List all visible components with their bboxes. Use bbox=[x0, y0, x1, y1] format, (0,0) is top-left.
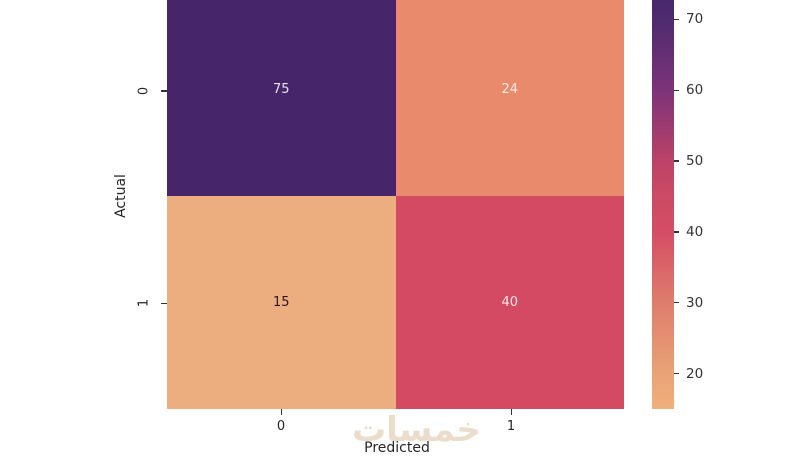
colorbar-tick-mark bbox=[674, 18, 679, 21]
x-tick-mark-1 bbox=[510, 409, 512, 415]
heatmap-cell-r0c1: 24 bbox=[395, 0, 624, 196]
colorbar-tick-label: 60 bbox=[686, 82, 704, 99]
colorbar-tick-label: 50 bbox=[686, 153, 704, 170]
colorbar-tick-label: 20 bbox=[686, 365, 704, 382]
heatmap-cell-r0c0: 75 bbox=[167, 0, 396, 196]
colorbar-tick-mark bbox=[674, 231, 679, 233]
colorbar-tick-mark bbox=[674, 89, 679, 91]
x-tick-mark-0 bbox=[280, 409, 282, 415]
y-tick-mark-1 bbox=[161, 302, 167, 304]
khamsat-watermark: خمسات bbox=[352, 410, 481, 450]
x-tick-label-1: 1 bbox=[506, 419, 516, 434]
colorbar-tick-label: 40 bbox=[686, 223, 704, 240]
y-tick-label-0: 0 bbox=[136, 86, 152, 96]
heatmap-grid: 75 24 15 40 bbox=[167, 0, 624, 409]
x-tick-label-0: 0 bbox=[276, 419, 286, 434]
y-axis-label: Actual bbox=[113, 174, 129, 218]
colorbar-tick-mark bbox=[674, 160, 679, 162]
colorbar-tick-label: 70 bbox=[686, 11, 704, 28]
x-axis-label: Predicted bbox=[364, 440, 430, 456]
colorbar-tick-mark bbox=[674, 302, 679, 304]
colorbar-tick-label: 30 bbox=[686, 294, 704, 311]
y-tick-mark-0 bbox=[161, 90, 167, 92]
colorbar-tick-mark bbox=[674, 372, 679, 375]
colorbar bbox=[652, 0, 674, 409]
y-tick-label-1: 1 bbox=[136, 298, 152, 308]
heatmap-cell-r1c1: 40 bbox=[395, 196, 624, 409]
heatmap-cell-r1c0: 15 bbox=[167, 196, 396, 409]
